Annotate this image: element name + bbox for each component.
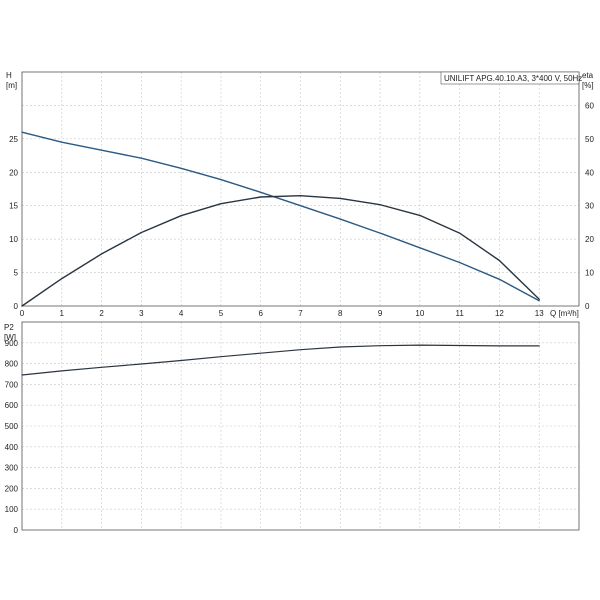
bottom-y-tick-labels: 0 100 200 300 400 500 600 700 800 900 [5, 339, 19, 535]
top-x-tick-label: 2 [99, 309, 104, 318]
chart-title: UNILIFT APG.40.10.A3, 3*400 V, 50Hz [444, 74, 582, 83]
bottom-series-group [21, 344, 540, 376]
bottom-y-tick-label: 500 [5, 422, 19, 431]
top-x-tick-label: 13 [535, 309, 544, 318]
top-y-tick-label: 25 [9, 135, 18, 144]
top-right-y-tick-label: 0 [585, 302, 590, 311]
top-y-tick-label: 0 [14, 302, 19, 311]
top-right-y-tick-label: 50 [585, 135, 594, 144]
top-y-tick-labels: 0 5 10 15 20 25 [9, 135, 18, 311]
top-plot-frame [21, 71, 580, 307]
top-x-tick-label: 8 [338, 309, 343, 318]
bottom-y-tick-label: 100 [5, 505, 19, 514]
legend-box: UNILIFT APG.40.10.A3, 3*400 V, 50Hz [440, 71, 582, 85]
efficiency-curve [21, 194, 540, 307]
bottom-y-tick-label: 600 [5, 401, 19, 410]
eta-axis-label-name: eta [582, 71, 594, 80]
head-axis-label-name: H [6, 71, 12, 80]
head-curve [21, 131, 540, 302]
top-x-tick-label: 5 [219, 309, 224, 318]
power-axis-label-unit: [W] [4, 333, 16, 342]
power-curve [21, 344, 540, 376]
top-x-tick-label: 9 [378, 309, 383, 318]
bottom-y-tick-label: 800 [5, 360, 19, 369]
top-x-tick-label: 7 [298, 309, 303, 318]
top-y-tick-label: 20 [9, 168, 18, 177]
flow-axis-label: Q [m³/h] [550, 309, 579, 318]
bottom-y-tick-label: 200 [5, 484, 19, 493]
top-y-tick-label: 15 [9, 202, 18, 211]
top-x-tick-label: 10 [415, 309, 424, 318]
top-x-tick-label: 1 [60, 309, 65, 318]
eta-axis-label-unit: [%] [582, 81, 594, 90]
top-right-y-tick-label: 20 [585, 235, 594, 244]
bottom-y-tick-label: 700 [5, 380, 19, 389]
top-y-tick-label: 10 [9, 235, 18, 244]
top-right-y-tick-label: 10 [585, 269, 594, 278]
top-x-tick-label: 0 [20, 309, 25, 318]
top-right-y-tick-labels: 0 10 20 30 40 50 60 [585, 101, 594, 311]
top-y-tick-label: 5 [14, 269, 19, 278]
bottom-y-tick-label: 300 [5, 464, 19, 473]
top-x-tick-label: 4 [179, 309, 184, 318]
top-right-y-tick-label: 60 [585, 101, 594, 110]
top-x-tick-label: 6 [258, 309, 263, 318]
legend-frame [440, 71, 580, 85]
top-right-y-tick-label: 40 [585, 168, 594, 177]
top-x-tick-label: 12 [495, 309, 504, 318]
power-panel: 0 100 200 300 400 500 600 700 800 900 P2 [W] [4, 321, 580, 535]
bottom-y-tick-label: 400 [5, 443, 19, 452]
bottom-grid [21, 322, 580, 530]
top-series-group [21, 131, 540, 307]
top-x-tick-labels: 0 1 2 3 4 5 6 7 8 9 10 11 12 13 [20, 309, 544, 318]
bottom-plot-frame [21, 321, 580, 531]
top-x-tick-label: 11 [455, 309, 464, 318]
bottom-y-tick-label: 0 [14, 526, 19, 535]
top-right-y-tick-label: 30 [585, 202, 594, 211]
top-grid [21, 72, 580, 306]
power-axis-label-name: P2 [4, 323, 14, 332]
top-x-tick-label: 3 [139, 309, 144, 318]
head-axis-label-unit: [m] [6, 81, 17, 90]
bottom-y-tick-label: 900 [5, 339, 19, 348]
